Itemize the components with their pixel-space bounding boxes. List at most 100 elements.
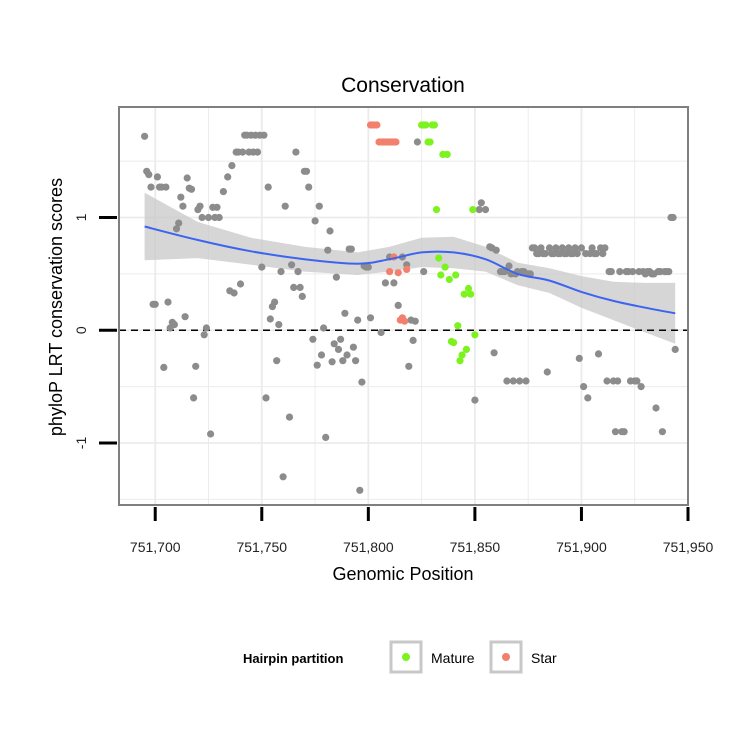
data-point-mature bbox=[445, 275, 453, 284]
data-point-other bbox=[296, 283, 304, 291]
data-point-other bbox=[633, 377, 641, 385]
data-point-other bbox=[607, 268, 615, 276]
y-tick-label: -1 bbox=[73, 437, 89, 450]
data-point-other bbox=[394, 301, 402, 309]
data-point-other bbox=[279, 473, 287, 481]
x-tick-label: 751,850 bbox=[450, 539, 501, 555]
data-point-other bbox=[207, 430, 215, 438]
data-point-other bbox=[302, 167, 311, 175]
data-point-other bbox=[601, 244, 609, 252]
data-point-other bbox=[198, 213, 206, 222]
x-axis: 751,700 751,750 751,800 751,850 751,900 … bbox=[130, 507, 714, 555]
data-point-mature bbox=[422, 121, 430, 129]
data-point-other bbox=[665, 268, 673, 276]
data-point-other bbox=[358, 378, 366, 386]
chart-title: Conservation bbox=[341, 74, 465, 97]
data-point-other bbox=[196, 202, 204, 210]
data-point-other bbox=[290, 283, 298, 291]
data-point-other bbox=[629, 268, 637, 276]
data-point-other bbox=[671, 345, 679, 353]
data-point-other bbox=[541, 250, 549, 258]
y-tick-label: 0 bbox=[73, 326, 89, 334]
data-point-other bbox=[326, 227, 334, 235]
data-point-other bbox=[215, 213, 223, 222]
plot-panel-border bbox=[118, 106, 689, 506]
data-point-other bbox=[356, 486, 364, 494]
data-point-other bbox=[187, 185, 196, 193]
data-point-other bbox=[584, 394, 592, 402]
data-point-other bbox=[262, 394, 270, 402]
data-point-other bbox=[603, 377, 611, 385]
data-point-mature bbox=[430, 121, 438, 129]
data-point-other bbox=[614, 377, 622, 385]
data-point-other bbox=[611, 428, 620, 436]
data-point-star bbox=[394, 269, 402, 277]
data-point-other bbox=[339, 357, 347, 365]
data-point-other bbox=[349, 343, 357, 351]
legend-dot-mature bbox=[402, 653, 410, 661]
data-point-other bbox=[177, 193, 185, 201]
x-tick-label: 751,800 bbox=[343, 539, 394, 555]
data-point-other bbox=[228, 162, 236, 170]
data-point-other bbox=[475, 206, 483, 214]
data-point-other bbox=[275, 321, 283, 329]
x-tick-label: 751,750 bbox=[236, 539, 287, 555]
data-point-other bbox=[190, 394, 198, 402]
data-point-other bbox=[311, 217, 319, 225]
data-point-other bbox=[332, 273, 340, 281]
data-point-other bbox=[503, 377, 511, 385]
data-point-other bbox=[253, 148, 262, 156]
data-point-other bbox=[577, 244, 586, 252]
y-axis: -1 0 1 bbox=[73, 213, 117, 449]
data-point-mature bbox=[441, 263, 449, 271]
data-point-other bbox=[620, 428, 628, 436]
data-point-other bbox=[141, 132, 149, 140]
data-point-other bbox=[273, 357, 281, 365]
data-point-mature bbox=[471, 331, 479, 339]
data-point-other bbox=[170, 321, 178, 329]
data-point-other bbox=[230, 289, 238, 297]
data-point-other bbox=[537, 244, 545, 252]
data-point-other bbox=[492, 246, 500, 254]
data-point-other bbox=[213, 203, 221, 211]
data-point-other bbox=[151, 300, 159, 308]
data-point-mature bbox=[437, 271, 445, 279]
data-point-other bbox=[294, 268, 302, 276]
smooth-trend-line bbox=[144, 225, 676, 315]
data-point-other bbox=[352, 357, 360, 365]
data-point-other bbox=[298, 292, 306, 300]
data-point-other bbox=[236, 280, 245, 288]
data-point-other bbox=[364, 263, 372, 271]
data-point-other bbox=[381, 279, 389, 287]
data-point-other bbox=[505, 262, 513, 270]
data-point-other bbox=[573, 250, 581, 258]
data-point-other bbox=[281, 202, 289, 210]
data-point-other bbox=[354, 316, 362, 324]
data-point-other bbox=[292, 148, 300, 156]
data-point-other bbox=[481, 206, 490, 214]
data-point-mature bbox=[435, 254, 443, 262]
data-point-mature bbox=[426, 138, 434, 146]
data-point-star bbox=[403, 265, 411, 273]
data-point-other bbox=[192, 362, 200, 370]
data-point-other bbox=[200, 331, 208, 339]
data-point-other bbox=[317, 351, 326, 359]
data-point-other bbox=[337, 335, 345, 343]
data-point-mature bbox=[467, 290, 475, 298]
data-point-other bbox=[565, 244, 573, 252]
data-point-other bbox=[172, 225, 181, 233]
data-point-other bbox=[162, 183, 170, 191]
data-point-other bbox=[594, 350, 603, 358]
data-point-other bbox=[531, 244, 539, 252]
data-point-other bbox=[592, 250, 601, 258]
data-point-other bbox=[588, 244, 596, 252]
data-point-other bbox=[324, 246, 332, 254]
data-point-mature bbox=[460, 290, 468, 298]
y-tick-label: 1 bbox=[73, 213, 89, 221]
x-axis-title: Genomic Position bbox=[332, 564, 473, 584]
legend: Hairpin partition Mature Star bbox=[243, 640, 557, 674]
data-point-other bbox=[328, 358, 336, 366]
data-point-other bbox=[522, 377, 530, 385]
data-point-other bbox=[616, 268, 624, 276]
data-point-other bbox=[377, 328, 385, 337]
